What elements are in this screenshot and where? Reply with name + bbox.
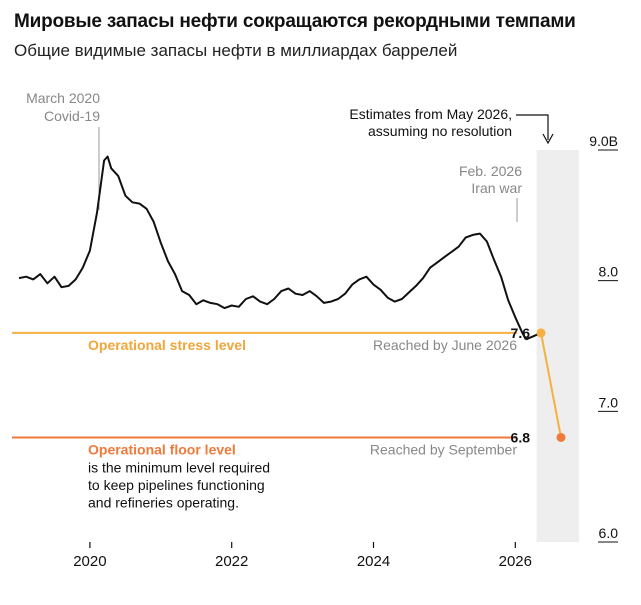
covid-annotation-line: Covid-19 xyxy=(44,108,100,124)
floor-description-line: and refineries operating. xyxy=(88,494,239,510)
iran-annotation-line: Iran war xyxy=(471,180,522,196)
floor-point xyxy=(556,432,566,442)
estimates-arrowhead xyxy=(542,133,554,145)
x-tick-label: 2024 xyxy=(357,553,390,570)
x-tick-label: 2022 xyxy=(215,553,248,570)
y-tick-label: 9.0B xyxy=(589,133,618,149)
x-tick-label: 2026 xyxy=(499,553,532,570)
stress-point xyxy=(536,328,546,338)
actual-stock-line xyxy=(18,155,527,340)
chart-subtitle: Общие видимые запасы нефти в миллиардах … xyxy=(14,41,458,60)
iran-annotation-line: Feb. 2026 xyxy=(459,163,522,179)
floor-level-label: Operational floor level xyxy=(88,441,236,457)
covid-annotation-line: March 2020 xyxy=(26,90,100,106)
estimate-line-orange xyxy=(540,332,562,438)
estimates-annotation-line: Estimates from May 2026, xyxy=(349,106,512,122)
y-tick-label: 8.0 xyxy=(599,264,619,280)
estimates-leader xyxy=(516,114,549,140)
stress-value-label: 7.6 xyxy=(511,325,531,341)
estimates-annotation-line: assuming no resolution xyxy=(368,123,512,139)
floor-value-label: 6.8 xyxy=(511,429,531,445)
y-tick-label: 6.0 xyxy=(599,525,619,541)
stress-reached-label: Reached by June 2026 xyxy=(373,337,517,353)
floor-description-line: is the minimum level required xyxy=(88,459,270,475)
y-tick-label: 7.0 xyxy=(599,394,619,410)
floor-description-line: to keep pipelines functioning xyxy=(88,477,265,493)
x-tick-label: 2020 xyxy=(73,553,106,570)
chart-title: Мировые запасы нефти сокращаются рекордн… xyxy=(14,11,576,32)
floor-reached-label: Reached by September xyxy=(370,441,517,457)
stress-level-label: Operational stress level xyxy=(88,337,246,353)
